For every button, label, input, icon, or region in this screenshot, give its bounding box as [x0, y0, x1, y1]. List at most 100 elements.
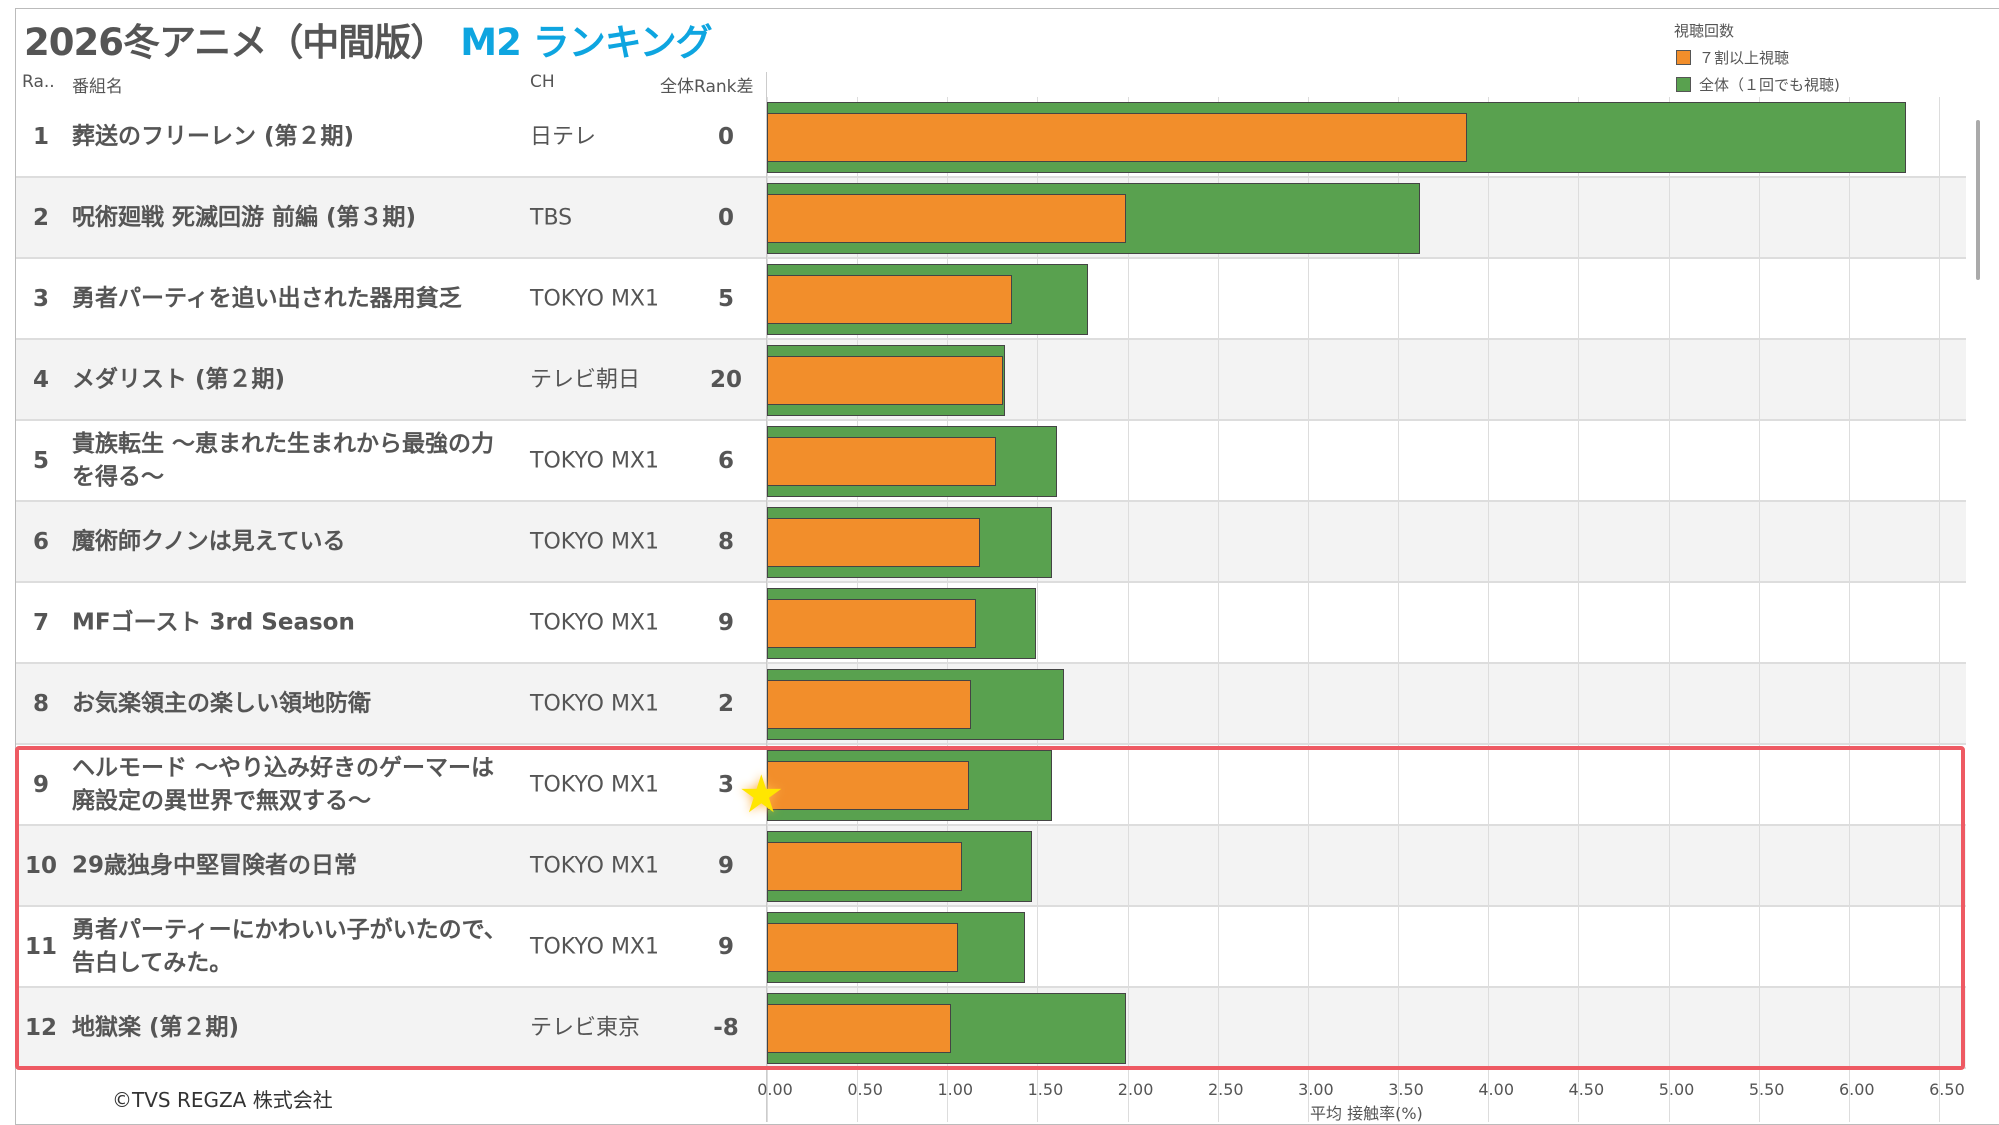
title-main: 2026冬アニメ（中間版）: [24, 21, 447, 64]
rank-cell: 12: [24, 1014, 57, 1041]
legend-swatch-orange: [1676, 50, 1691, 65]
x-tick-label: 2.50: [1207, 1080, 1244, 1099]
rank-diff-cell: -8: [713, 1014, 739, 1041]
program-name: 地獄楽 (第２期): [72, 1014, 240, 1040]
title-accent: M2 ランキング: [460, 21, 712, 64]
header-ch[interactable]: CH: [530, 72, 555, 92]
gridline: [1127, 97, 1129, 1122]
channel-cell: TBS: [530, 205, 573, 230]
channel-cell: TOKYO MX1: [530, 610, 659, 635]
program-name: 呪術廻戦 死滅回游 前編 (第３期): [72, 204, 417, 230]
channel-cell: TOKYO MX1: [530, 286, 659, 311]
program-name: 勇者パーティを追い出された器用貧乏: [72, 285, 462, 311]
table-row[interactable]: 5 貴族転生 ～恵まれた生まれから最強の力を得る～ TOKYO MX1 6: [16, 421, 1966, 502]
x-tick-label: 6.00: [1838, 1080, 1875, 1099]
gridline: [1398, 97, 1400, 1122]
bar-seventy[interactable]: [767, 761, 969, 810]
legend-swatch-green: [1676, 77, 1691, 92]
rank-diff-cell: 9: [717, 852, 734, 879]
x-tick-label: 2.00: [1117, 1080, 1154, 1099]
channel-cell: TOKYO MX1: [530, 772, 659, 797]
rank-diff-cell: 9: [717, 933, 734, 960]
rank-diff-cell: 0: [717, 123, 734, 150]
rank-cell: 2: [32, 204, 49, 231]
bar-seventy[interactable]: [767, 680, 971, 729]
rank-cell: 4: [32, 366, 49, 393]
rank-diff-cell: 8: [717, 528, 734, 555]
channel-cell: TOKYO MX1: [530, 853, 659, 878]
gridline: [1668, 97, 1670, 1122]
rank-diff-cell: 9: [717, 609, 734, 636]
table-row[interactable]: 9 ヘルモード ～やり込み好きのゲーマーは廃設定の異世界で無双する～ TOKYO…: [16, 745, 1966, 826]
channel-cell: 日テレ: [530, 124, 597, 149]
rank-diff-cell: 0: [717, 204, 734, 231]
program-name: メダリスト (第２期): [72, 366, 286, 392]
gridline: [1217, 97, 1219, 1122]
rank-cell: 5: [32, 447, 49, 474]
bar-seventy[interactable]: [767, 356, 1004, 405]
gridline: [1307, 97, 1309, 1122]
program-name: お気楽領主の楽しい領地防衛: [72, 690, 371, 716]
bar-seventy[interactable]: [767, 113, 1467, 162]
program-name: MFゴースト 3rd Season: [72, 609, 355, 635]
x-tick-label: 3.50: [1388, 1080, 1424, 1099]
channel-cell: TOKYO MX1: [530, 529, 659, 554]
x-tick-label: 3.00: [1298, 1080, 1334, 1099]
x-tick-label: 0.00: [757, 1080, 793, 1099]
legend-label: ７割以上視聴: [1699, 49, 1790, 67]
bar-seventy[interactable]: [767, 842, 962, 891]
legend-item-seventy[interactable]: ７割以上視聴: [1676, 47, 1840, 68]
channel-cell: TOKYO MX1: [530, 448, 659, 473]
rank-cell: 1: [32, 123, 49, 150]
rank-diff-cell: 20: [709, 366, 742, 393]
x-tick-label: 5.50: [1748, 1080, 1785, 1099]
bar-seventy[interactable]: [767, 194, 1126, 243]
bar-seventy[interactable]: [767, 437, 996, 486]
rank-cell: 11: [24, 933, 57, 960]
header-diff[interactable]: 全体Rank差: [660, 77, 754, 97]
program-name: ヘルモード ～やり込み好きのゲーマーは廃設定の異世界で無双する～: [72, 754, 495, 814]
rank-diff-cell: 6: [717, 447, 734, 474]
table-row[interactable]: 3 勇者パーティを追い出された器用貧乏 TOKYO MX1 5: [16, 259, 1966, 340]
x-tick-label: 0.50: [847, 1080, 883, 1099]
legend-title: 視聴回数: [1674, 22, 1735, 40]
header-rank[interactable]: Ra..: [22, 72, 55, 92]
table-row[interactable]: 7 MFゴースト 3rd Season TOKYO MX1 9: [16, 583, 1966, 664]
channel-cell: TOKYO MX1: [530, 934, 659, 959]
gridline: [1037, 97, 1039, 1122]
channel-cell: テレビ朝日: [530, 367, 641, 392]
bar-seventy[interactable]: [767, 923, 959, 972]
table-row[interactable]: 11 勇者パーティーにかわいい子がいたので、告白してみた。 TOKYO MX1 …: [16, 907, 1966, 988]
rank-cell: 10: [24, 852, 57, 879]
legend-item-all[interactable]: 全体（１回でも視聴): [1676, 74, 1840, 95]
highlight-box: [15, 746, 1965, 1070]
bar-seventy[interactable]: [767, 275, 1013, 324]
x-tick-label: 4.50: [1568, 1080, 1605, 1099]
program-name: 葬送のフリーレン (第２期): [72, 123, 355, 149]
x-tick-label: 6.50: [1929, 1080, 1965, 1099]
rank-diff-cell: 3: [717, 771, 734, 798]
bar-seventy[interactable]: [767, 599, 977, 648]
rank-cell: 6: [32, 528, 49, 555]
x-tick-label: 1.50: [1027, 1080, 1064, 1099]
legend-label: 全体（１回でも視聴): [1699, 76, 1840, 94]
bar-seventy[interactable]: [767, 1004, 951, 1053]
rank-cell: 9: [32, 771, 49, 798]
bar-seventy[interactable]: [767, 518, 980, 567]
x-axis-title: 平均 接触率(%): [1310, 1104, 1423, 1123]
rank-diff-cell: 2: [717, 690, 734, 717]
channel-cell: テレビ東京: [530, 1015, 641, 1040]
scrollbar[interactable]: [1976, 120, 1980, 280]
program-name: 魔術師クノンは見えている: [72, 528, 346, 554]
gridline: [1758, 97, 1760, 1122]
rank-diff-cell: 5: [717, 285, 734, 312]
gridline: [1848, 97, 1850, 1122]
plot-divider: [766, 72, 767, 1122]
header-name[interactable]: 番組名: [72, 77, 123, 97]
x-tick-label: 1.00: [937, 1080, 974, 1099]
table-row[interactable]: 1 葬送のフリーレン (第２期) 日テレ 0: [16, 97, 1966, 178]
gridline: [1488, 97, 1490, 1122]
gridline: [1578, 97, 1580, 1122]
rank-cell: 7: [32, 609, 49, 636]
x-tick-label: 5.00: [1658, 1080, 1695, 1099]
